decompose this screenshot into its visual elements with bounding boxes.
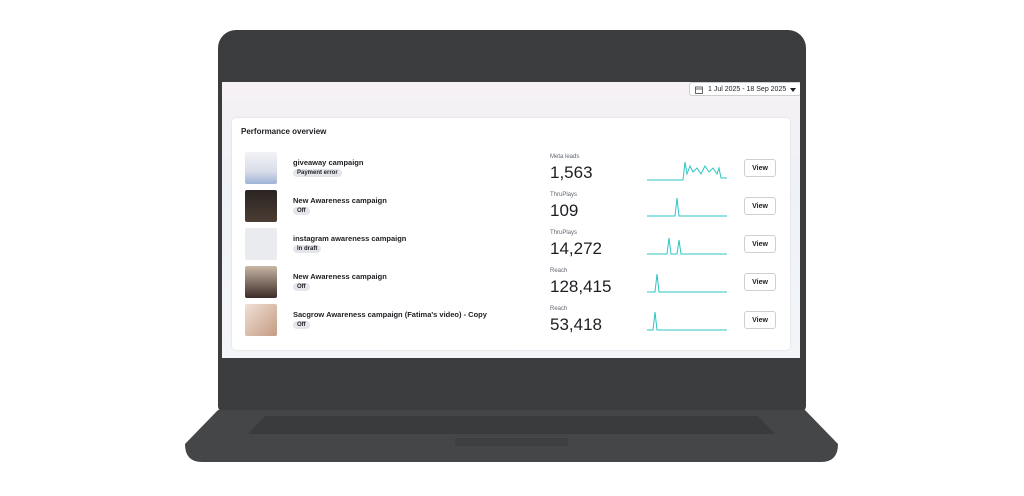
campaign-status: Payment error — [293, 169, 342, 177]
campaign-thumbnail — [245, 228, 277, 260]
metric-label: Meta leads — [550, 154, 580, 160]
campaign-status: Off — [293, 321, 310, 329]
date-range-picker[interactable]: 1 Jul 2025 - 18 Sep 2025 — [689, 82, 800, 96]
view-button[interactable]: View — [744, 273, 776, 291]
sparkline — [647, 237, 727, 255]
campaign-thumbnail — [245, 304, 277, 336]
screen: 1 Jul 2025 - 18 Sep 2025 Performance ove… — [222, 82, 800, 358]
card-title: Performance overview — [241, 127, 327, 136]
metric-value: 14,272 — [550, 239, 602, 258]
view-button[interactable]: View — [744, 197, 776, 215]
performance-card: Performance overview giveaway campaign Pa… — [232, 118, 790, 350]
campaign-thumbnail — [245, 152, 277, 184]
sparkline-path — [647, 161, 727, 181]
campaign-row: New Awareness campaign Off Reach 128,415 Vie… — [232, 266, 790, 304]
campaign-status: In draft — [293, 245, 322, 253]
calendar-icon — [695, 86, 703, 94]
view-button[interactable]: View — [744, 311, 776, 329]
metric-label: Reach — [550, 306, 568, 312]
metric-value: 109 — [550, 201, 579, 220]
metric-label: ThruPlays — [550, 230, 578, 236]
laptop-base — [185, 410, 838, 462]
sparkline-path — [647, 237, 727, 255]
campaign-name[interactable]: New Awareness campaign — [293, 196, 387, 205]
campaign-status: Off — [293, 283, 310, 291]
metric-value: 53,418 — [550, 315, 602, 334]
campaign-row: Sacgrow Awareness campaign (Fatima's vid… — [232, 304, 790, 342]
sparkline — [647, 311, 727, 331]
sparkline-path — [647, 273, 727, 293]
campaign-status: Off — [293, 207, 310, 215]
metric-label: ThruPlays — [550, 192, 578, 198]
metric-value: 128,415 — [550, 277, 612, 296]
date-range: 1 Jul 2025 - 18 Sep 2025 — [708, 85, 787, 93]
view-button[interactable]: View — [744, 235, 776, 253]
sparkline — [647, 197, 727, 217]
dropdown-arrow — [790, 88, 796, 92]
campaign-row: giveaway campaign Payment error Meta leads… — [232, 152, 790, 190]
metric-value: 1,563 — [550, 163, 593, 182]
sparkline-path — [647, 311, 727, 331]
view-button[interactable]: View — [744, 159, 776, 177]
campaign-name[interactable]: giveaway campaign — [293, 158, 364, 167]
campaign-row: instagram awareness campaign In draft Thru… — [232, 228, 790, 266]
campaign-row: New Awareness campaign Off ThruPlays 109 Vie… — [232, 190, 790, 228]
campaign-name[interactable]: New Awareness campaign — [293, 272, 387, 281]
sparkline — [647, 161, 727, 181]
metric-label: Reach — [550, 268, 568, 274]
sparkline — [647, 273, 727, 293]
campaign-thumbnail — [245, 190, 277, 222]
campaign-thumbnail — [245, 266, 277, 298]
sparkline-path — [647, 197, 727, 217]
campaign-name[interactable]: Sacgrow Awareness campaign (Fatima's vid… — [293, 310, 487, 319]
campaign-name[interactable]: instagram awareness campaign — [293, 234, 407, 243]
